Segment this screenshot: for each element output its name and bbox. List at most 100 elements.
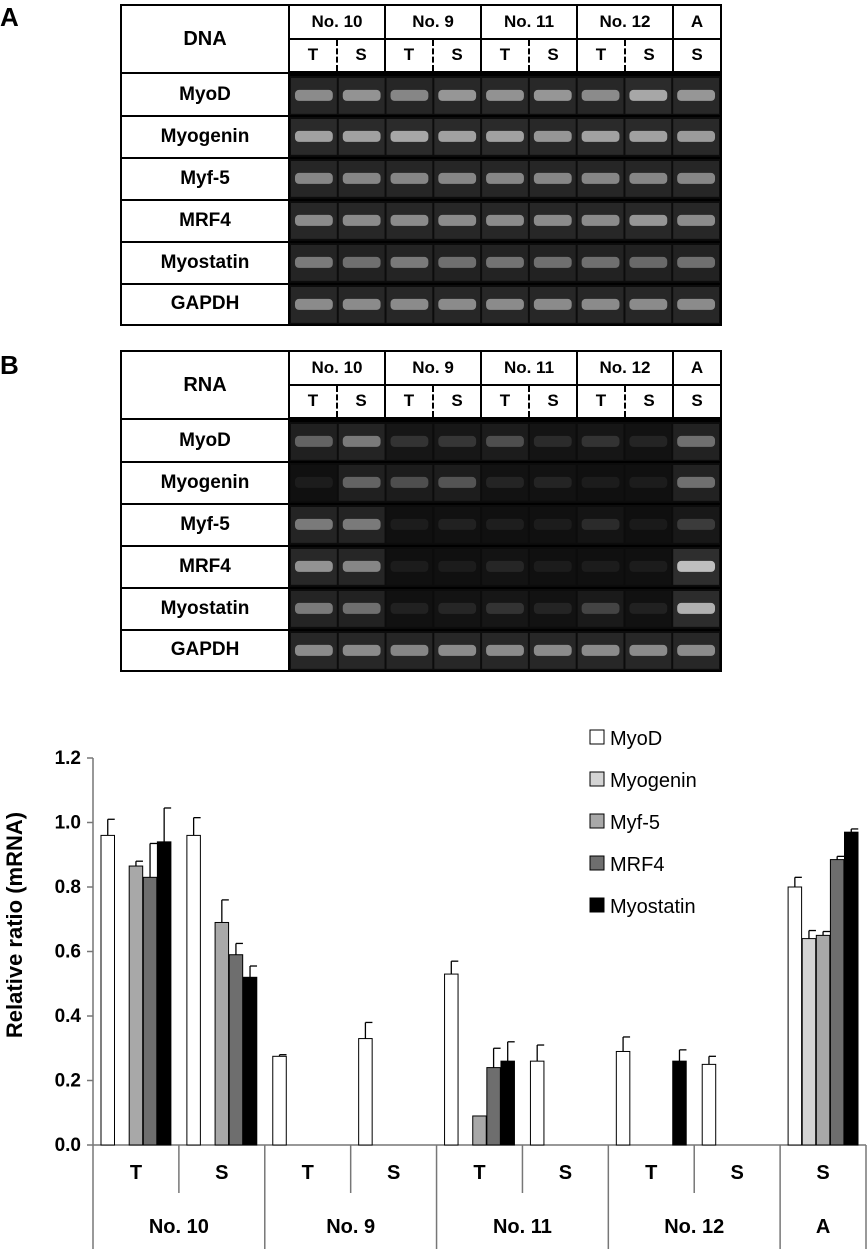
- x-sample-label: No. 9: [326, 1216, 375, 1238]
- gel-band: [629, 644, 668, 656]
- gel-band: [294, 477, 333, 489]
- bar-mrf4: [486, 1067, 501, 1146]
- dna-gene-label: Myogenin: [120, 115, 290, 160]
- gel-band: [486, 560, 524, 572]
- rna-sample-no9: No. 9: [384, 350, 482, 386]
- dna-gene-label: GAPDH: [120, 282, 290, 327]
- dna-gene-label: Myostatin: [120, 240, 290, 285]
- legend-label: MRF4: [610, 854, 664, 876]
- bar-myod: [701, 1063, 717, 1146]
- gel-band: [581, 89, 620, 101]
- gel-band: [438, 477, 477, 489]
- rna-gel-strip: [290, 463, 720, 504]
- rna-gene-label: MRF4: [120, 544, 290, 589]
- gel-band: [486, 644, 524, 656]
- gel-band: [438, 560, 477, 572]
- dna-sample-no10: No. 10: [288, 4, 386, 40]
- x-lane-label: S: [387, 1162, 400, 1184]
- dna-sample-no9: No. 9: [384, 4, 482, 40]
- bar-mrf4: [829, 859, 845, 1146]
- gel-band: [677, 644, 716, 656]
- gel-band: [486, 256, 524, 268]
- dna-gel-strip: [290, 159, 720, 199]
- gel-band: [629, 131, 668, 143]
- dna-gel-strip: [290, 242, 720, 283]
- bar-myostatin: [844, 831, 859, 1146]
- bar-myostatin: [500, 1060, 515, 1146]
- rna-gene-label: Myogenin: [120, 461, 290, 506]
- dna-lane-label: T: [384, 38, 434, 74]
- gel-band: [438, 131, 477, 143]
- panel-a-letter: A: [0, 2, 19, 32]
- gel-band: [486, 602, 524, 614]
- bar-myod: [787, 886, 803, 1146]
- bar-myod: [100, 834, 115, 1146]
- x-lane-label: T: [645, 1162, 657, 1184]
- gel-band: [581, 131, 620, 143]
- x-lane-label: S: [559, 1162, 572, 1184]
- legend-label: Myostatin: [610, 896, 696, 918]
- gel-band: [342, 560, 381, 572]
- rna-gene-label: Myf-5: [120, 503, 290, 547]
- gel-band: [294, 519, 333, 531]
- gel-band: [342, 435, 381, 447]
- y-tick-label: 0.4: [55, 1006, 82, 1027]
- gel-band: [438, 214, 477, 226]
- gel-band: [438, 602, 477, 614]
- gel-band: [533, 602, 572, 614]
- rna-lane-label: S: [624, 384, 674, 420]
- rna-lane-label: T: [576, 384, 626, 420]
- x-lane-label: S: [816, 1162, 829, 1184]
- dna-gene-label: MRF4: [120, 198, 290, 243]
- legend-swatch: [589, 897, 605, 913]
- gel-band: [629, 298, 668, 310]
- gel-band: [390, 519, 429, 531]
- gel-band: [677, 173, 716, 185]
- gel-band: [390, 435, 429, 447]
- gel-band: [629, 477, 668, 489]
- bar-myod: [529, 1060, 545, 1146]
- dna-gel-strip: [290, 284, 720, 325]
- bar-myod: [358, 1038, 373, 1146]
- rna-lane-label: T: [384, 384, 434, 420]
- rna-lane-label: T: [288, 384, 338, 420]
- gel-band: [677, 298, 716, 310]
- gel-band: [390, 298, 429, 310]
- gel-band: [533, 519, 572, 531]
- y-tick-label: 0.8: [55, 877, 81, 898]
- rna-gel-table: RNA No. 10 No. 9 No. 11 No. 12 A T S T S…: [120, 350, 722, 673]
- gel-band: [294, 173, 333, 185]
- chart-bars: [100, 807, 859, 1146]
- gel-band: [629, 519, 668, 531]
- dna-lane-label: S: [672, 38, 722, 74]
- dna-gel-strip: [290, 117, 720, 158]
- bar-myf-5: [472, 1115, 487, 1146]
- legend-label: Myf-5: [610, 812, 660, 834]
- gel-band: [342, 214, 381, 226]
- bar-myostatin: [242, 976, 258, 1146]
- x-sample-label: No. 10: [149, 1216, 209, 1238]
- bar-myod: [444, 973, 459, 1146]
- gel-band: [629, 560, 668, 572]
- dna-lane-label: T: [288, 38, 338, 74]
- gel-band: [438, 435, 477, 447]
- rna-gel-strip: [290, 630, 720, 671]
- dna-lane-label: S: [336, 38, 386, 74]
- panel-b-letter: B: [0, 350, 19, 380]
- gel-band: [533, 644, 572, 656]
- gel-band: [581, 256, 620, 268]
- rna-lane-label: S: [336, 384, 386, 420]
- y-axis-label: Relative ratio (mRNA): [2, 812, 27, 1038]
- rna-corner-label: RNA: [120, 350, 290, 420]
- dna-lane-label: T: [480, 38, 530, 74]
- gel-band: [629, 435, 668, 447]
- gel-band: [581, 560, 620, 572]
- gel-band: [390, 173, 429, 185]
- dna-sample-a: A: [672, 4, 722, 40]
- gel-band: [581, 435, 620, 447]
- gel-band: [581, 298, 620, 310]
- gel-band: [390, 477, 429, 489]
- gel-band: [629, 214, 668, 226]
- gel-band: [677, 214, 716, 226]
- bar-mrf4: [142, 876, 158, 1146]
